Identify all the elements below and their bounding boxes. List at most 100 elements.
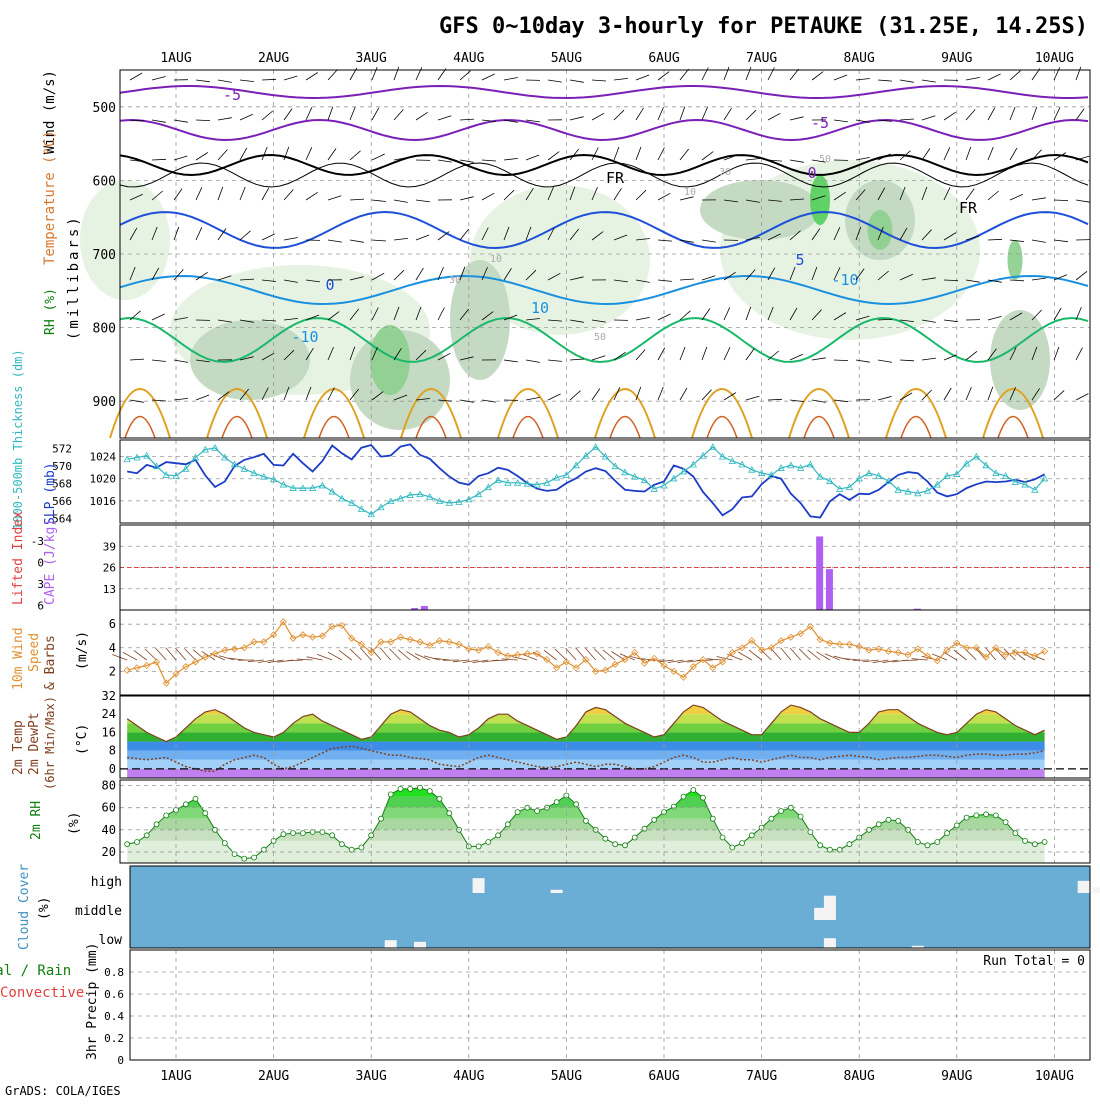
pressure-tick: 500 <box>93 101 116 116</box>
rh-point <box>769 816 774 821</box>
surface-wind-barb <box>424 656 440 660</box>
slp-tick: 1016 <box>90 495 117 508</box>
p8-label-a: Total / Rain <box>0 963 71 979</box>
wind-speed-point <box>1042 648 1048 654</box>
p1-unit-label: (millibars) <box>66 214 82 340</box>
rh-point <box>154 822 159 827</box>
top-date-label: 9AUG <box>941 51 972 66</box>
p8-label-c: 3hr Precip (mm) <box>85 943 100 1060</box>
surface-wind-barb <box>566 648 577 660</box>
temp-tick: 0 <box>109 762 116 776</box>
rh-point <box>964 815 969 820</box>
cape-bar <box>826 569 833 610</box>
p3-li-label: Lifted Index <box>11 511 26 605</box>
surface-wind-barb <box>603 650 615 660</box>
rh-point <box>632 835 637 840</box>
surface-wind-barb <box>629 656 644 660</box>
p3-cape-label: CAPE (J/kg) <box>43 519 58 605</box>
rh-point <box>447 811 452 816</box>
wind-tick: 2 <box>109 664 116 678</box>
contour-label: 30 <box>449 275 461 286</box>
surface-wind-barb <box>145 649 157 660</box>
rh-point <box>125 842 130 847</box>
rh-point <box>681 794 686 799</box>
contour-label: 30 <box>719 167 731 178</box>
bottom-date-label: 9AUG <box>941 1069 972 1084</box>
pressure-tick: 900 <box>93 395 116 410</box>
slp-tick: 1020 <box>90 473 117 486</box>
contour-label: 10 <box>684 187 696 198</box>
precip-tick: 0.6 <box>104 988 124 1001</box>
thickness-tick: 572 <box>52 443 72 456</box>
rh-point <box>740 841 745 846</box>
run-total: Run Total = 0 <box>983 954 1085 969</box>
contour-label: 10 <box>531 299 549 317</box>
rh-point <box>291 831 296 836</box>
p2-slp-label: SLP (mb) <box>43 462 58 525</box>
contour-label: 5 <box>795 251 804 269</box>
rh-point <box>300 831 305 836</box>
contour-label: -5 <box>811 114 829 132</box>
pressure-tick: 800 <box>93 322 116 337</box>
footer-credit: GrADS: COLA/IGES <box>5 1084 121 1098</box>
rh-tick: 80 <box>102 779 116 793</box>
panel-precip: 0.80.60.40.20 Total / Rain Convective 3h… <box>0 943 1090 1067</box>
rh-tick: 60 <box>102 801 116 815</box>
top-date-label: 10AUG <box>1035 51 1074 66</box>
rh-point <box>827 847 832 852</box>
surface-wind-barb <box>219 656 234 660</box>
cape-tick: 26 <box>103 562 116 575</box>
top-date-label: 7AUG <box>746 51 777 66</box>
temp-tick: 16 <box>102 725 116 739</box>
rh-point <box>749 833 754 838</box>
p5-label-a: 2m Temp <box>11 720 26 775</box>
top-date-label: 2AUG <box>258 51 289 66</box>
rh-point <box>310 830 315 835</box>
rh-point <box>496 833 501 838</box>
rh-point <box>935 840 940 845</box>
cloud-cell <box>414 942 426 948</box>
temp-band <box>120 760 1090 769</box>
rh-band <box>120 819 1090 830</box>
surface-wind-barb <box>380 648 391 660</box>
rh-point <box>642 826 647 831</box>
rh-point <box>183 802 188 807</box>
rh-point <box>222 841 227 846</box>
cape-bar <box>816 536 823 610</box>
p1-rh-label: RH (%) <box>43 288 58 335</box>
contour-label: -5 <box>223 86 241 104</box>
bottom-date-label: 3AUG <box>356 1069 387 1084</box>
cloud-level-tick: low <box>99 933 123 948</box>
temp-tick: 24 <box>102 707 116 721</box>
rh-point <box>330 833 335 838</box>
surface-wind-barb <box>175 648 185 660</box>
rh-point <box>320 830 325 835</box>
rh-point <box>1023 838 1028 843</box>
surface-wind-barb <box>790 648 801 660</box>
bottom-date-label: 6AUG <box>648 1069 679 1084</box>
cloud-level-tick: middle <box>75 904 122 919</box>
rh-point <box>232 852 237 857</box>
bottom-date-label: 10AUG <box>1035 1069 1074 1084</box>
precip-tick: 0 <box>117 1054 124 1067</box>
rh-point <box>730 845 735 850</box>
surface-wind-barb <box>943 652 957 660</box>
rh-point <box>554 800 559 805</box>
top-date-label: 3AUG <box>356 51 387 66</box>
rh-point <box>1003 820 1008 825</box>
rh-point <box>652 817 657 822</box>
rh-point <box>193 796 198 801</box>
rh-point <box>418 785 423 790</box>
cape-bar <box>421 606 428 610</box>
p1-temp-label: Temperature (°C) <box>42 130 58 265</box>
cloud-cell <box>824 896 836 920</box>
rh-point <box>174 807 179 812</box>
panel-10m-wind: 642 10m Wind Speed & Barbs (m/s) <box>11 610 1090 695</box>
rh-point <box>671 804 676 809</box>
rh-band <box>120 808 1090 819</box>
surface-wind-barb <box>134 650 147 660</box>
contour-label: 50 <box>594 332 606 343</box>
